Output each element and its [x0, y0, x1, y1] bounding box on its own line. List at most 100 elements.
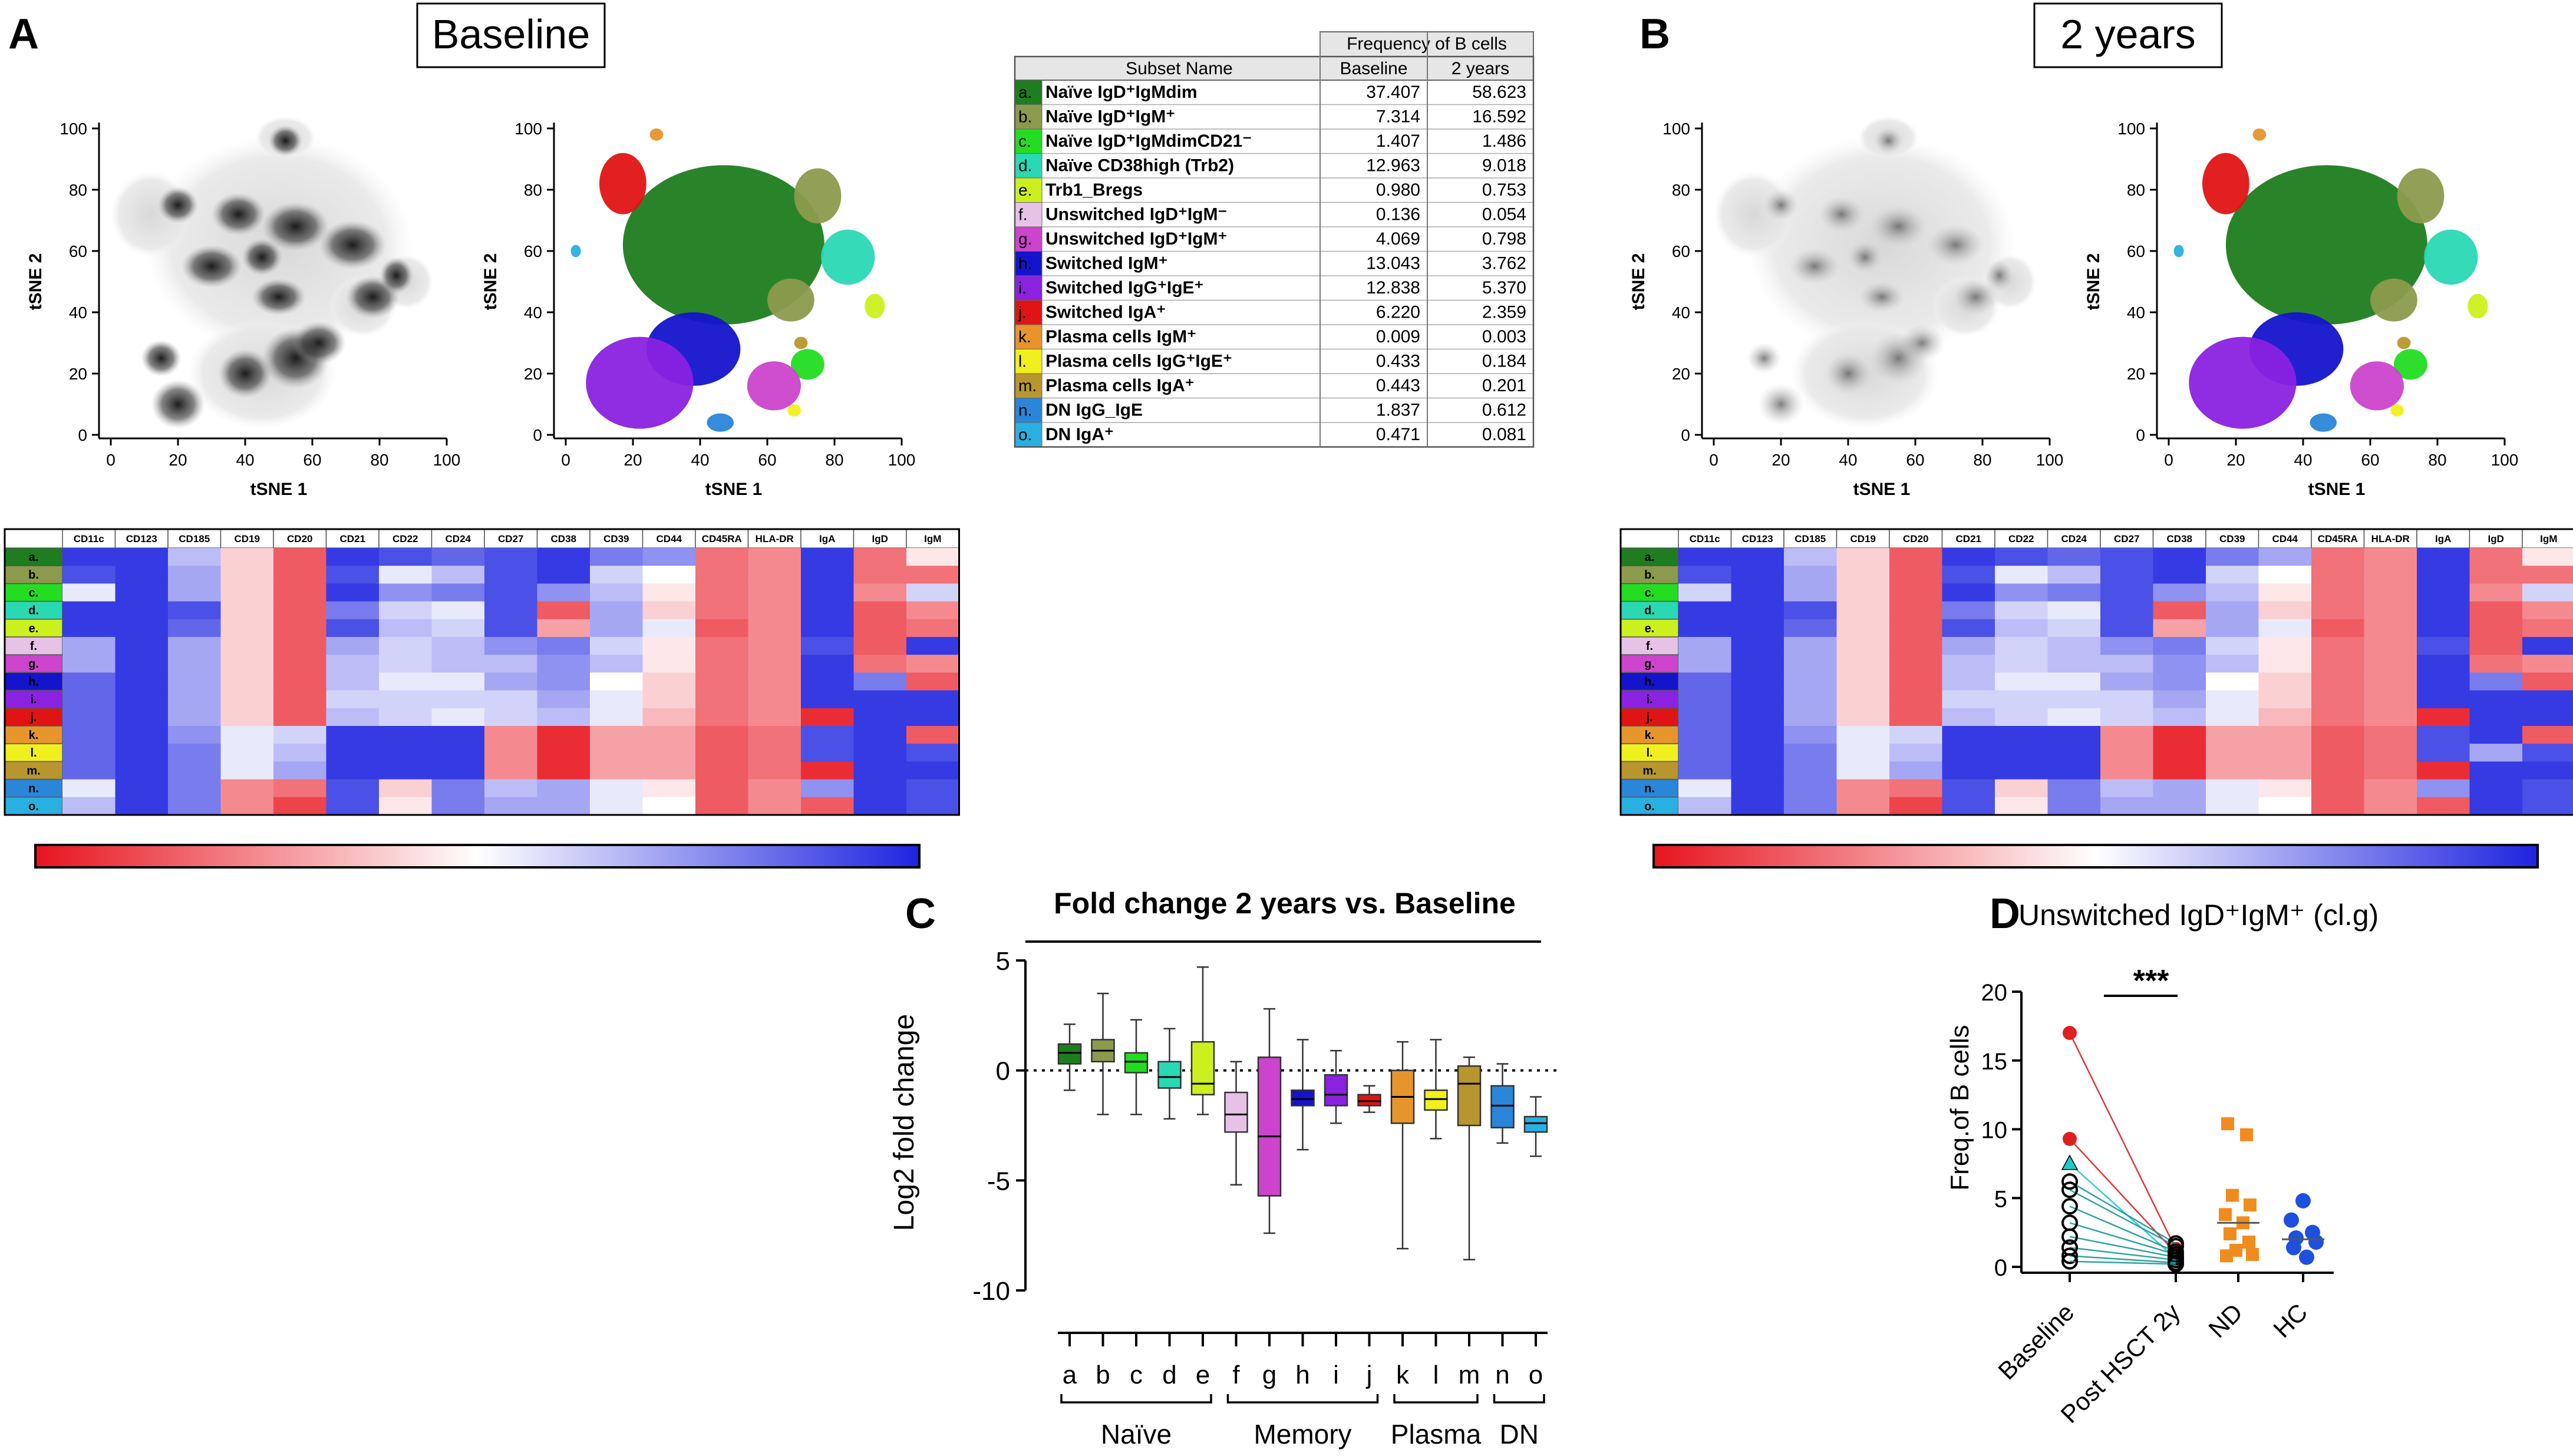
heatmap-row-swatch	[1620, 725, 1679, 744]
heatmap-cell	[115, 566, 169, 584]
table-row-2y: 16.592	[1472, 107, 1526, 127]
table-row-baseline: 7.314	[1376, 107, 1420, 127]
boxplot-x-tick-label: m	[1459, 1361, 1480, 1389]
heatmap-cell	[1678, 548, 1731, 566]
heatmap-cell	[1678, 708, 1731, 727]
heatmap-cell	[906, 619, 959, 638]
heatmap-cell	[1784, 779, 1837, 798]
heatmap-cell	[853, 672, 907, 691]
heatmap-cell	[2258, 583, 2312, 602]
table-row-2y: 0.054	[1482, 205, 1526, 224]
heatmap-cell	[2153, 744, 2206, 762]
heatmap-cell	[2364, 761, 2417, 780]
heatmap-cell	[1836, 601, 1890, 620]
cluster-o	[2173, 245, 2184, 257]
nd-point	[2224, 1227, 2236, 1240]
heatmap-cell	[537, 797, 591, 816]
heatmap-cell	[1995, 797, 2048, 816]
heatmap-cell	[2522, 708, 2573, 727]
box-k	[1390, 1041, 1415, 1250]
baseline-point	[2061, 1173, 2078, 1190]
density-hotspot	[212, 193, 266, 236]
density-hotspot	[1848, 241, 1882, 273]
boxplot-x-tick-label: a	[1063, 1361, 1077, 1389]
heatmap-cell	[484, 583, 537, 602]
scatter-x-tick-label: HC	[2268, 1298, 2313, 1343]
heatmap-cell	[115, 619, 169, 638]
heatmap-cell	[695, 744, 748, 762]
heatmap-marker-label: CD21	[1956, 533, 1981, 544]
heatmap-cell	[642, 779, 696, 798]
heatmap-cell	[1731, 744, 1784, 762]
tsne-y-tick-label: 20	[69, 365, 87, 383]
boxplot-x-tick-label: k	[1396, 1361, 1410, 1389]
heatmap-cell	[115, 583, 169, 602]
heatmap-cell	[2258, 637, 2312, 655]
heatmap-cell	[2047, 637, 2101, 655]
heatmap-cell	[1836, 708, 1890, 727]
tsne-x-tick-label: 20	[1772, 451, 1790, 469]
heatmap-cell	[326, 655, 380, 673]
heatmap-cell	[2522, 601, 2573, 620]
heatmap-cell	[1678, 566, 1731, 584]
table-row-baseline: 0.433	[1376, 352, 1420, 371]
heatmap-cell	[2100, 583, 2153, 602]
heatmap-cell	[590, 761, 643, 780]
tsne-y-tick-label: 100	[514, 120, 542, 138]
heatmap-cell	[695, 779, 748, 798]
heatmap-cell	[748, 655, 801, 673]
heatmap-marker-label: CD44	[657, 533, 682, 544]
boxplot-group-dn: DN	[1493, 1394, 1545, 1450]
boxplot-group-label: Memory	[1253, 1419, 1351, 1450]
heatmap-cell	[2047, 601, 2101, 620]
heatmap-row-code: n.	[28, 783, 39, 795]
heatmap-cell	[484, 672, 537, 691]
density-hotspot	[1789, 248, 1840, 285]
heatmap-cell	[537, 548, 591, 566]
heatmap-col-header-bg	[589, 529, 644, 549]
heatmap-cell	[906, 761, 959, 780]
heatmap-cell	[2364, 690, 2417, 709]
heatmap-cell	[2364, 548, 2417, 566]
heatmap-cell	[62, 583, 116, 602]
heatmap-cell	[2206, 797, 2259, 816]
tsne-xlabel: tSNE 1	[2308, 480, 2366, 499]
table-row-swatch	[1014, 373, 1043, 398]
heatmap-cell	[1784, 797, 1837, 816]
heatmap-cell	[379, 601, 432, 620]
heatmap-cell	[1678, 761, 1731, 780]
heatmap-cell	[326, 797, 380, 816]
heatmap-cell	[1784, 655, 1837, 673]
cluster-m	[2397, 336, 2411, 349]
cluster-d	[2424, 229, 2478, 285]
heatmap-cell	[2153, 637, 2206, 655]
table-row-baseline: 12.838	[1366, 278, 1420, 298]
heatmap-cell	[2100, 726, 2153, 744]
box-e	[1190, 966, 1215, 1115]
heatmap-cell	[168, 708, 221, 727]
heatmap-cell	[2206, 726, 2259, 744]
heatmap-cell	[484, 601, 537, 620]
baseline-point	[2061, 1154, 2079, 1170]
heatmap-cell	[2364, 619, 2417, 638]
table-row-2y: 3.762	[1482, 254, 1526, 273]
table-row-2y: 0.753	[1482, 180, 1526, 200]
baseline-point	[2063, 1131, 2077, 1146]
heatmap-cell	[62, 672, 116, 691]
box-iqr	[1224, 1091, 1248, 1133]
tsne-y-tick-label: 20	[1672, 365, 1690, 383]
tsne-plot-baseline-density: 0 0 20 20 40 40 60 60 80 80 100 100 tSNE 1 tSNE 2	[26, 116, 460, 499]
tsne-x-tick-label: 0	[561, 451, 570, 469]
heatmap-cell	[168, 761, 221, 780]
heatmap-cell	[590, 708, 643, 727]
scatter-title: Unswitched IgD⁺IgM⁺ (cl.g)	[2018, 899, 2379, 932]
tsne-y-tick-label: 0	[78, 426, 87, 444]
heatmap-cell	[1942, 690, 1995, 709]
panel-letter-d: D	[1990, 890, 2020, 937]
heatmap-cell	[2206, 583, 2259, 602]
heatmap-cell	[590, 655, 643, 673]
heatmap-cell	[1995, 779, 2048, 798]
box-i	[1324, 1049, 1348, 1124]
heatmap-cell	[1678, 744, 1731, 762]
heatmap-cell	[2100, 744, 2153, 762]
